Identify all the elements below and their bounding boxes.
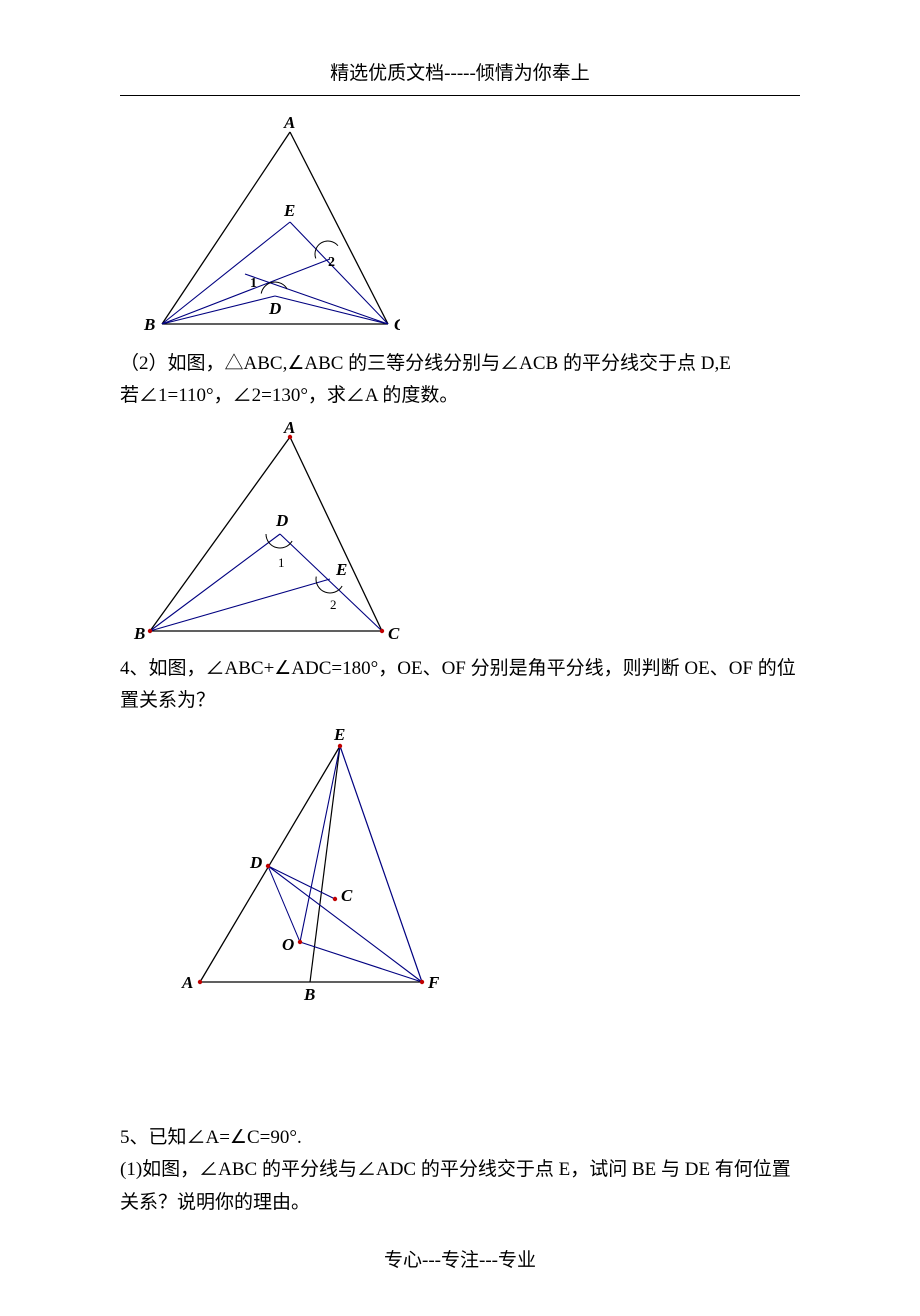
q5-line1: 5、已知∠A=∠C=90°.: [120, 1124, 800, 1153]
svg-text:D: D: [268, 299, 281, 318]
svg-text:A: A: [283, 419, 295, 437]
figure-2-wrap: A B C D E 1 2: [120, 419, 800, 649]
svg-text:1: 1: [278, 555, 285, 570]
svg-text:D: D: [275, 511, 288, 530]
figure-1: A B C E D1 2: [130, 114, 400, 344]
svg-text:B: B: [303, 985, 315, 1004]
svg-text:O: O: [282, 935, 294, 954]
svg-text:C: C: [388, 624, 400, 643]
svg-text:E: E: [333, 725, 345, 744]
svg-text:A: A: [181, 973, 193, 992]
svg-text:C: C: [394, 315, 400, 334]
figure-3: A B E F D C O: [160, 724, 440, 1004]
figure-2: A B C D E 1 2: [130, 419, 410, 649]
q2-line2: 若∠1=110°，∠2=130°，求∠A 的度数。: [120, 382, 800, 411]
q5-line2: (1)如图，∠ABC 的平分线与∠ADC 的平分线交于点 E，试问 BE 与 D…: [120, 1156, 800, 1185]
svg-text:D: D: [249, 853, 262, 872]
q5-line3: 关系？说明你的理由。: [120, 1189, 800, 1218]
svg-text:A: A: [283, 114, 295, 132]
svg-text:C: C: [341, 886, 353, 905]
svg-text:2: 2: [330, 597, 337, 612]
page-footer: 专心---专注---专业: [120, 1247, 800, 1276]
q4-line1: 4、如图，∠ABC+∠ADC=180°，OE、OF 分别是角平分线，则判断 OE…: [120, 655, 800, 684]
svg-text:E: E: [335, 560, 347, 579]
svg-text:E: E: [283, 201, 295, 220]
page-root: 精选优质文档-----倾情为你奉上 ABCED12 （2）如图，△ABC,∠AB…: [0, 0, 920, 1316]
header-rule: [120, 95, 800, 96]
figure-3-wrap: A B E F D C O: [120, 724, 800, 1004]
spacer: [120, 1010, 800, 1120]
page-header: 精选优质文档-----倾情为你奉上: [120, 60, 800, 89]
q2-line1: （2）如图，△ABC,∠ABC 的三等分线分别与∠ACB 的平分线交于点 D,E: [120, 350, 800, 379]
svg-text:F: F: [427, 973, 440, 992]
figure-1-wrap: A B C E D1 2: [120, 114, 800, 344]
q4-line2: 置关系为？: [120, 687, 800, 716]
svg-text:1: 1: [250, 276, 257, 291]
svg-text:2: 2: [328, 255, 335, 270]
svg-text:B: B: [133, 624, 145, 643]
svg-text:B: B: [143, 315, 155, 334]
